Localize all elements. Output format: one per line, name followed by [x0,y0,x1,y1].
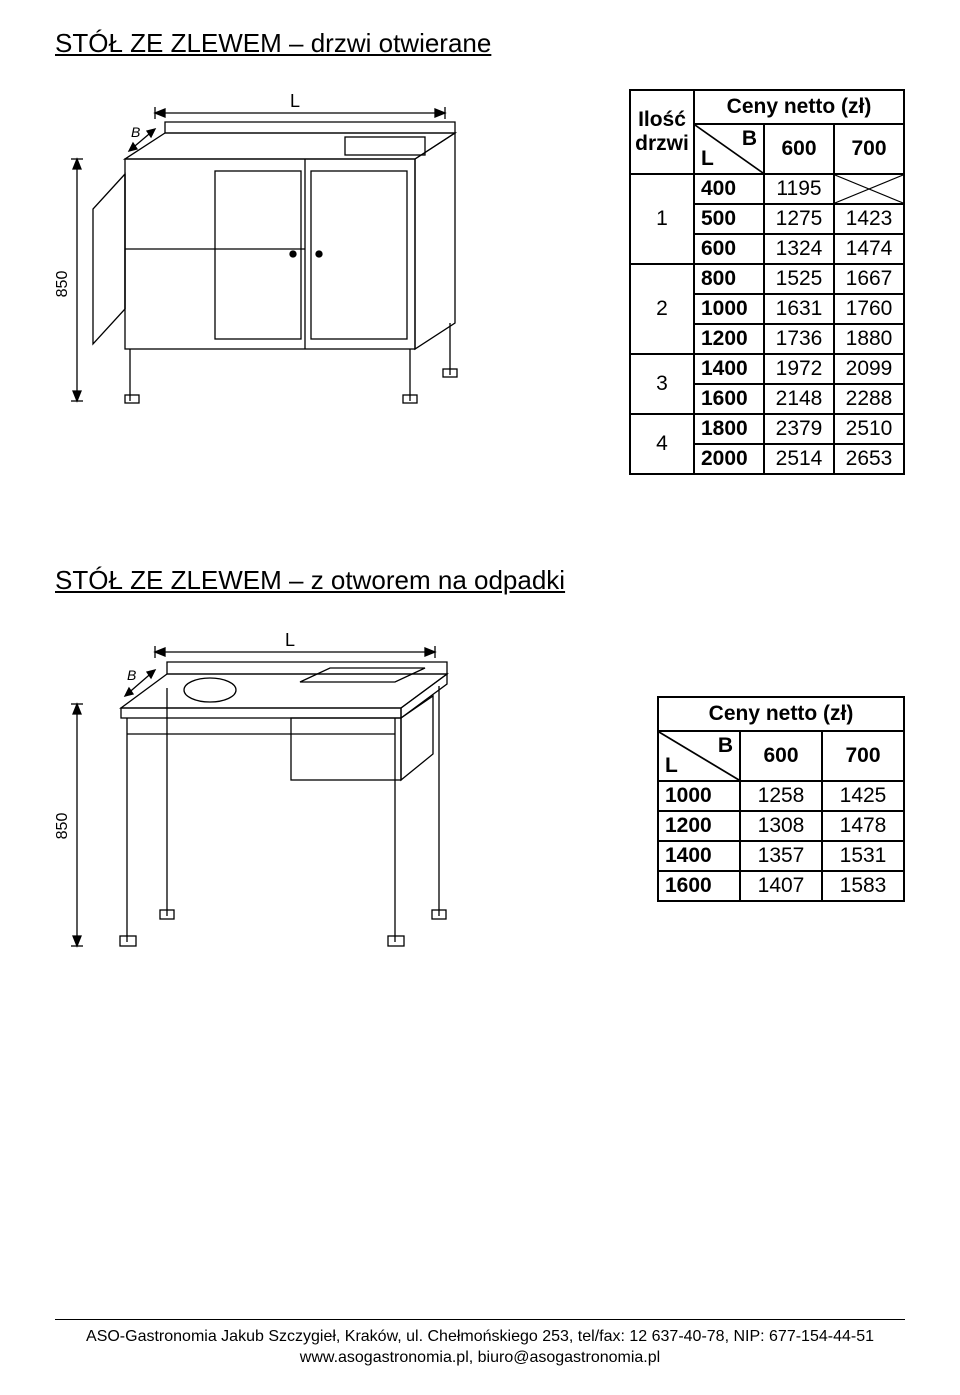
section1: L B 850 IlośćdrzwiCeny netto (zł)BL60070… [55,89,905,475]
price-cell: 2288 [834,384,904,414]
section1-heading: STÓŁ ZE ZLEWEM – drzwi otwierane [55,28,905,59]
dim-l-label: L [290,91,300,111]
price-cell: 2148 [764,384,834,414]
dim-850-label: 850 [55,271,71,298]
footer-line2: www.asogastronomia.pl, biuro@asogastrono… [55,1347,905,1369]
col-header: 600 [764,124,834,174]
price-cell: 1195 [764,174,834,204]
price-table-2: Ceny netto (zł)BL60070010001258142512001… [657,696,905,902]
page-footer: ASO-Gastronomia Jakub Szczygieł, Kraków,… [55,1319,905,1369]
price-cell: 1972 [764,354,834,384]
col-header: 600 [740,731,822,781]
col-header: 700 [834,124,904,174]
price-cell: 1478 [822,811,904,841]
row-l: 600 [694,234,764,264]
price-cell: 1357 [740,841,822,871]
door-count: 4 [630,414,694,474]
row-l: 1000 [658,781,740,811]
price-table-1: IlośćdrzwiCeny netto (zł)BL6007001400119… [629,89,905,475]
door-count: 1 [630,174,694,264]
row-l: 500 [694,204,764,234]
col-header: 700 [822,731,904,781]
row-l: 1200 [658,811,740,841]
price-cell: 1631 [764,294,834,324]
price-cell: 1275 [764,204,834,234]
dim-l-label-2: L [285,630,295,650]
price-cell: 1583 [822,871,904,901]
price-cell: 1880 [834,324,904,354]
price-cell [834,174,904,204]
price-cell: 1258 [740,781,822,811]
row-l: 400 [694,174,764,204]
price-cell: 1667 [834,264,904,294]
section2-heading: STÓŁ ZE ZLEWEM – z otworem na odpadki [55,565,905,596]
price-cell: 1736 [764,324,834,354]
bl-diagonal-header: BL [694,124,764,174]
price-cell: 2379 [764,414,834,444]
dim-b-label-2: B [127,667,136,683]
price-cell: 1474 [834,234,904,264]
price-cell: 1525 [764,264,834,294]
row-l: 2000 [694,444,764,474]
section2: L B 850 Ceny netto (zł)BL600700100012581… [55,626,905,966]
row-l: 1400 [658,841,740,871]
row-l: 1800 [694,414,764,444]
price-cell: 1308 [740,811,822,841]
row-l: 1400 [694,354,764,384]
ilosc-header: Ilośćdrzwi [630,90,694,174]
price-cell: 2510 [834,414,904,444]
price-cell: 1324 [764,234,834,264]
bl-diagonal-header: BL [658,731,740,781]
diagram-1: L B 850 [55,89,505,419]
price-cell: 2514 [764,444,834,474]
price-cell: 1423 [834,204,904,234]
diagram-2: L B 850 [55,626,495,966]
row-l: 1000 [694,294,764,324]
table1-area: IlośćdrzwiCeny netto (zł)BL6007001400119… [629,89,905,475]
price-cell: 1425 [822,781,904,811]
price-cell: 2653 [834,444,904,474]
price-cell: 2099 [834,354,904,384]
row-l: 1600 [694,384,764,414]
footer-line1: ASO-Gastronomia Jakub Szczygieł, Kraków,… [55,1326,905,1348]
price-cell: 1531 [822,841,904,871]
door-count: 2 [630,264,694,354]
row-l: 800 [694,264,764,294]
row-l: 1200 [694,324,764,354]
door-count: 3 [630,354,694,414]
price-cell: 1760 [834,294,904,324]
table2-area: Ceny netto (zł)BL60070010001258142512001… [657,696,905,902]
dim-b-label: B [131,124,140,140]
caption: Ceny netto (zł) [658,697,904,731]
dim-850-label-2: 850 [55,813,71,840]
caption: Ceny netto (zł) [694,90,904,124]
price-cell: 1407 [740,871,822,901]
row-l: 1600 [658,871,740,901]
